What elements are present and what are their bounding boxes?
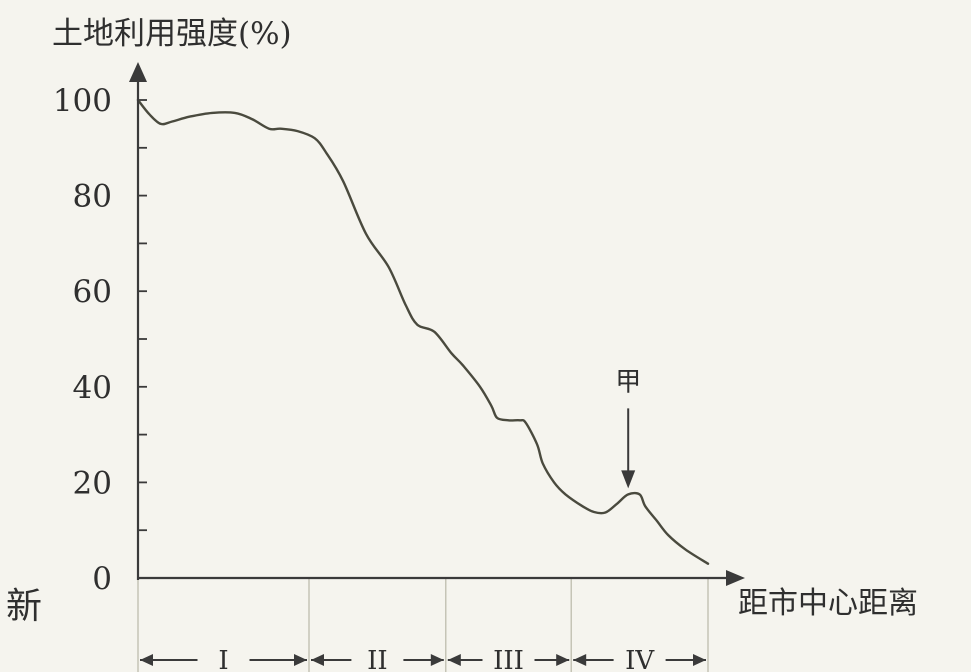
annotation-arrowhead xyxy=(621,470,636,489)
y-axis-label: 土地利用强度(%) xyxy=(52,16,292,52)
zone-arrowhead-left xyxy=(311,654,324,666)
y-tick-label: 20 xyxy=(73,465,112,501)
zone-label: IV xyxy=(625,646,655,672)
y-tick-label: 0 xyxy=(92,561,112,597)
zone-arrowhead-right xyxy=(294,654,307,666)
x-axis-label: 距市中心距离 xyxy=(738,586,918,621)
zone-arrowhead-right xyxy=(556,654,570,666)
annotation-label: 甲 xyxy=(615,367,641,397)
y-tick-label: 40 xyxy=(73,370,112,406)
zone-arrowhead-right xyxy=(430,654,444,666)
annotations: 甲 xyxy=(615,367,641,489)
watermark: 新 xyxy=(6,586,42,627)
zone-arrowhead-left xyxy=(140,654,153,666)
zone-arrowhead-right xyxy=(693,654,706,666)
series-line xyxy=(136,98,710,565)
y-tick-label: 100 xyxy=(53,83,112,119)
x-axis-arrowhead xyxy=(726,570,745,586)
zone-arrowhead-left xyxy=(573,654,587,666)
y-axis-arrowhead xyxy=(129,62,147,82)
axes xyxy=(129,62,745,586)
zone-arrowhead-left xyxy=(447,654,461,666)
y-ticks: 0 20 40 60 80 100 xyxy=(53,83,147,597)
zone-label: I xyxy=(218,646,228,672)
zone-label: III xyxy=(493,646,524,672)
zones: I II III IV xyxy=(137,578,709,672)
y-tick-label: 80 xyxy=(73,179,112,215)
y-tick-label: 60 xyxy=(73,274,112,310)
zone-label: II xyxy=(367,646,388,672)
